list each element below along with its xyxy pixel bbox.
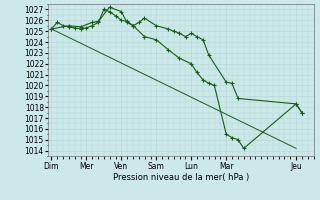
X-axis label: Pression niveau de la mer( hPa ): Pression niveau de la mer( hPa ) [113,173,249,182]
